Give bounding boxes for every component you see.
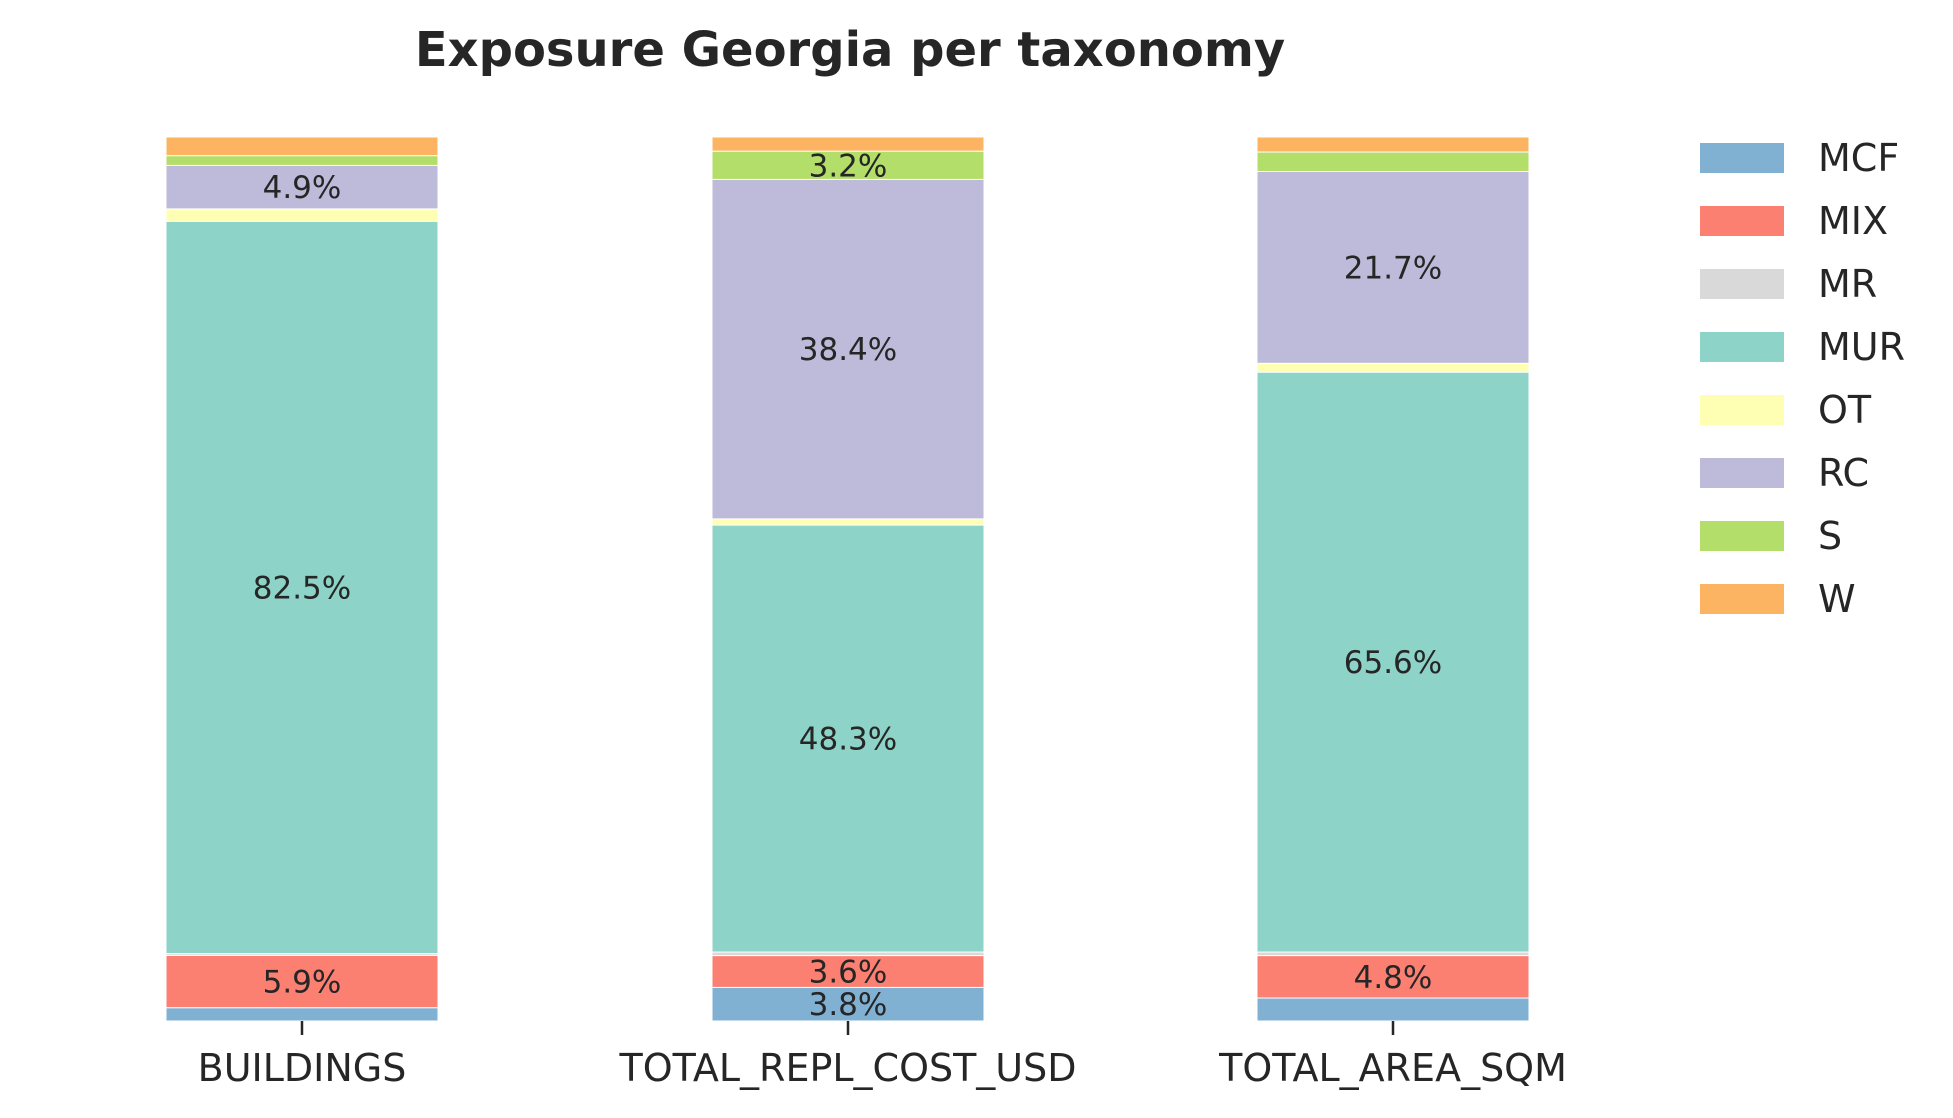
bar-segment-total-repl-cost-usd-ot	[711, 518, 985, 526]
bar-segment-total-area-sqm-mur	[1256, 371, 1530, 953]
data-label-total-repl-cost-usd-mcf: 3.8%	[809, 987, 888, 1023]
stacked-bar-chart: 5.9% 82.5% 4.9% BUILDINGS 3.8%3.6% 48.3% 38.4%…	[165, 136, 1567, 1090]
bar-segment-total-repl-cost-usd-mix	[711, 955, 985, 988]
data-label-total-repl-cost-usd-rc: 38.4%	[799, 332, 897, 368]
x-tick-label-buildings: BUILDINGS	[198, 1046, 407, 1090]
data-label-total-repl-cost-usd-s: 3.2%	[809, 148, 888, 184]
legend-swatch-mcf	[1700, 142, 1784, 173]
bar-segment-buildings-mur	[165, 220, 439, 955]
bar-segment-total-area-sqm-mix	[1256, 955, 1530, 999]
legend-swatch-ot	[1700, 394, 1784, 425]
x-tick-label-total-area-sqm: TOTAL_AREA_SQM	[1218, 1046, 1567, 1090]
legend-swatch-mr	[1700, 268, 1784, 299]
bar-segment-total-area-sqm-ot	[1256, 362, 1530, 373]
chart-legend: MCF MIX MR MUR OT RC S W	[1700, 126, 1953, 630]
legend-label-mcf: MCF	[1818, 135, 1900, 180]
bar-segment-total-area-sqm-mr	[1256, 951, 1530, 957]
bar-segment-buildings-rc	[165, 164, 439, 210]
legend-label-s: S	[1818, 513, 1843, 558]
bar-segment-total-area-sqm-mcf	[1256, 997, 1530, 1022]
data-label-buildings-mix: 5.9%	[263, 965, 342, 1001]
legend-item-s: S	[1700, 504, 1953, 567]
legend-label-ot: OT	[1818, 387, 1872, 432]
legend-label-w: W	[1818, 576, 1856, 621]
legend-swatch-mur	[1700, 331, 1784, 362]
legend-swatch-rc	[1700, 457, 1784, 488]
bar-segment-total-repl-cost-usd-rc	[711, 178, 985, 520]
bar-segment-total-repl-cost-usd-mr	[711, 951, 985, 957]
bar-segment-total-area-sqm-w	[1256, 136, 1530, 153]
bar-segment-buildings-s	[165, 155, 439, 166]
bar-segment-buildings-mix	[165, 954, 439, 1009]
legend-label-mur: MUR	[1818, 324, 1906, 369]
legend-swatch-mix	[1700, 205, 1784, 236]
legend-item-rc: RC	[1700, 441, 1953, 504]
data-label-total-repl-cost-usd-mur: 48.3%	[799, 722, 897, 758]
data-label-buildings-mur: 82.5%	[253, 570, 351, 606]
legend-item-mr: MR	[1700, 252, 1953, 315]
bar-segment-buildings-ot	[165, 208, 439, 222]
bar-segment-total-repl-cost-usd-mur	[711, 524, 985, 953]
data-label-total-area-sqm-rc: 21.7%	[1344, 250, 1442, 286]
legend-label-mix: MIX	[1818, 198, 1889, 243]
data-label-total-repl-cost-usd-mix: 3.6%	[809, 954, 888, 990]
x-tick-label-total-repl-cost-usd: TOTAL_REPL_COST_USD	[618, 1046, 1076, 1090]
legend-swatch-s	[1700, 520, 1784, 551]
legend-item-mix: MIX	[1700, 189, 1953, 252]
bar-segment-buildings-w	[165, 136, 439, 157]
bar-segment-total-area-sqm-rc	[1256, 170, 1530, 364]
bar-segment-total-repl-cost-usd-w	[711, 136, 985, 152]
bar-segment-buildings-mcf	[165, 1007, 439, 1022]
legend-item-ot: OT	[1700, 378, 1953, 441]
legend-item-mcf: MCF	[1700, 126, 1953, 189]
data-label-total-area-sqm-mur: 65.6%	[1344, 645, 1442, 681]
data-label-buildings-rc: 4.9%	[263, 170, 342, 206]
legend-swatch-w	[1700, 583, 1784, 614]
legend-item-mur: MUR	[1700, 315, 1953, 378]
chart-title: Exposure Georgia per taxonomy	[414, 22, 1286, 78]
legend-label-rc: RC	[1818, 450, 1870, 495]
legend-label-mr: MR	[1818, 261, 1878, 306]
legend-item-w: W	[1700, 567, 1953, 630]
bar-segment-total-area-sqm-s	[1256, 151, 1530, 172]
bar-segment-total-repl-cost-usd-s	[711, 150, 985, 180]
data-label-total-area-sqm-mix: 4.8%	[1354, 960, 1433, 996]
